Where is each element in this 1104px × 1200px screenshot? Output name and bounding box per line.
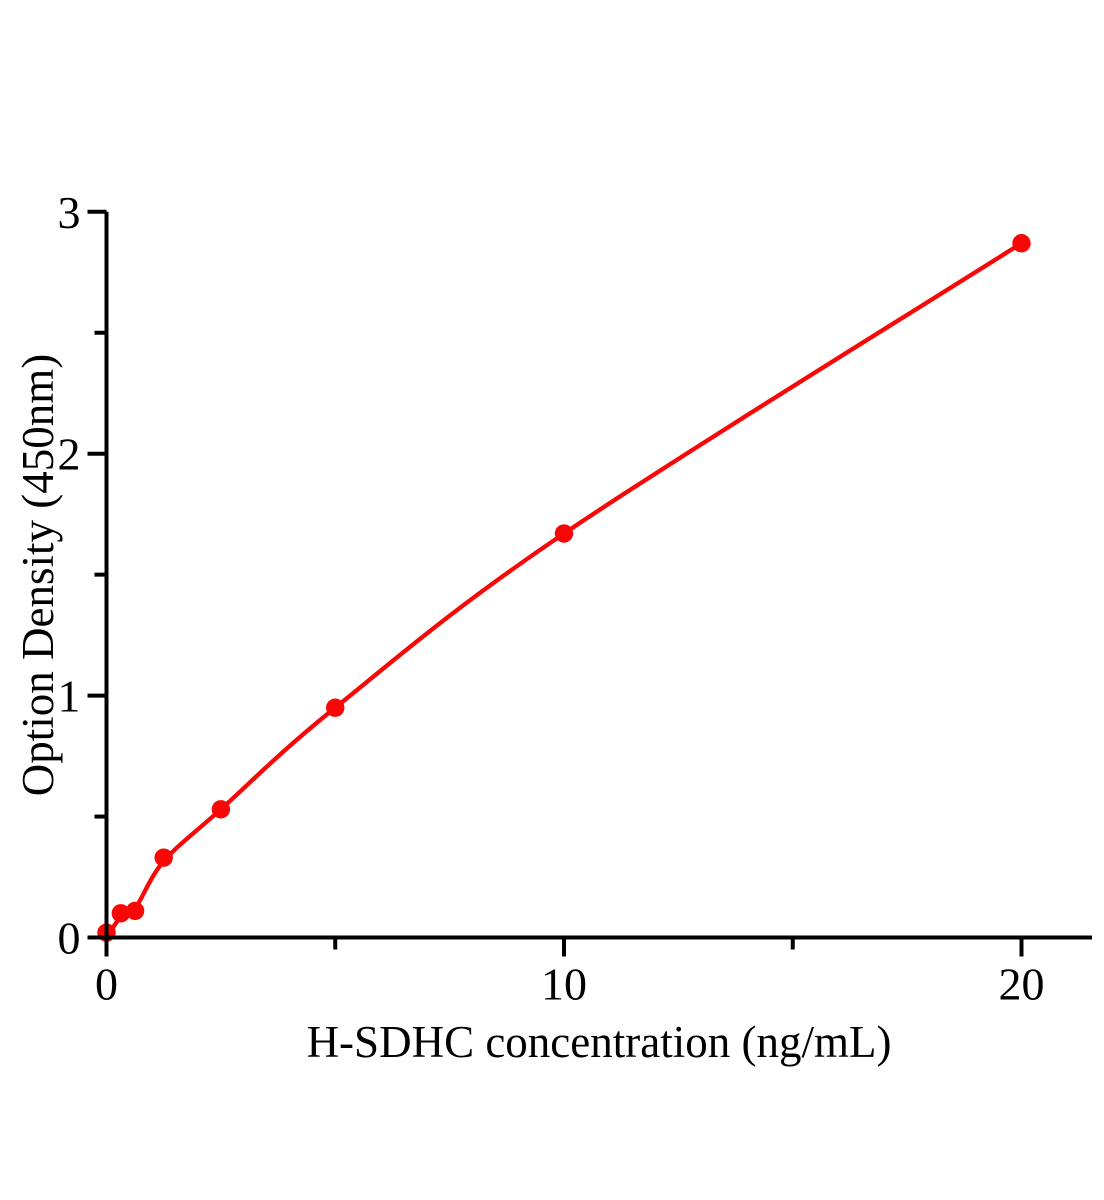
data-point-marker <box>111 904 131 923</box>
data-point-marker <box>154 848 173 867</box>
standard-curve-line <box>104 241 1023 939</box>
x-axis-tick-label: 0 <box>95 959 118 1010</box>
data-point-marker <box>554 524 574 543</box>
x-axis-tick-label: 20 <box>999 959 1045 1010</box>
y-axis-tick-label: 3 <box>58 187 81 238</box>
y-axis-tick-label: 0 <box>58 913 81 964</box>
y-axis-tick-label: 1 <box>58 671 81 722</box>
data-point-marker <box>125 901 145 921</box>
x-axis-tick-label: 10 <box>541 959 587 1010</box>
data-point-marker <box>1012 234 1031 253</box>
y-axis-title: Option Density (450nm) <box>13 353 63 797</box>
y-axis-tick-label: 2 <box>58 429 81 480</box>
x-axis-title: H-SDHC concentration (ng/mL) <box>306 1017 892 1067</box>
data-point-marker <box>211 800 231 819</box>
data-point-marker <box>326 698 345 717</box>
